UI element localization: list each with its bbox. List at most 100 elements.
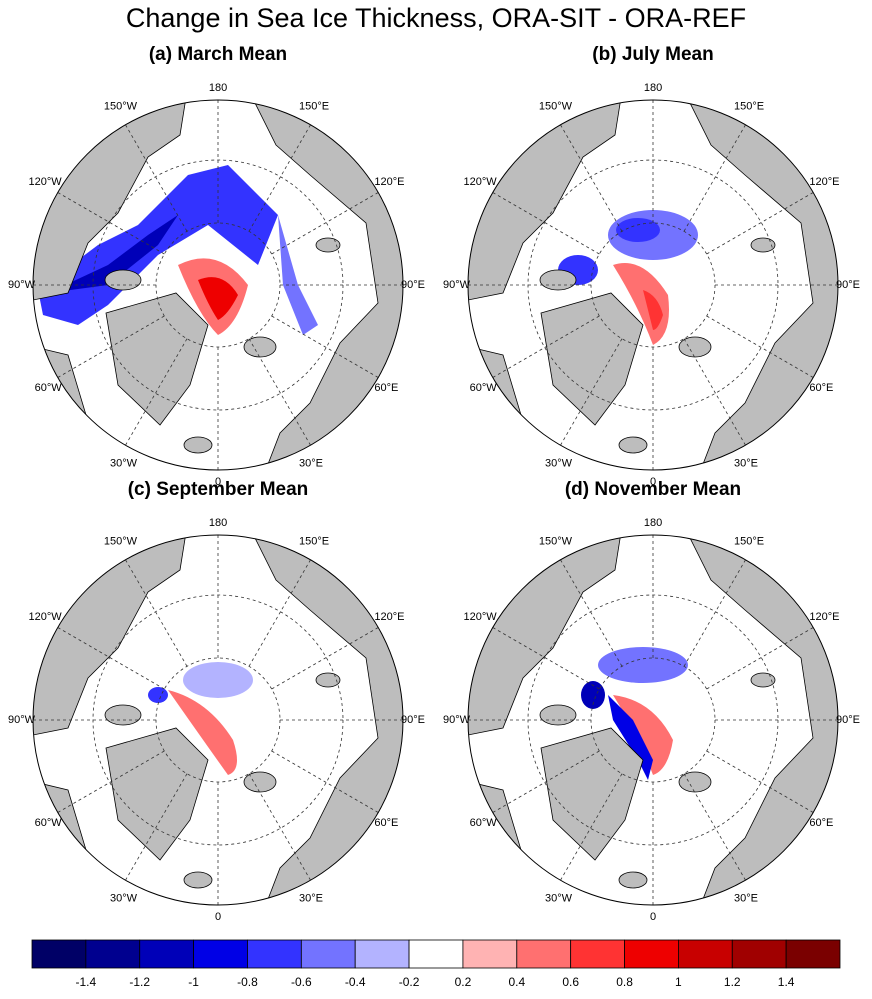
- color-box: [354, 939, 410, 969]
- meridian: [125, 338, 188, 446]
- longitude-label: 150°E: [734, 101, 764, 113]
- meridian: [248, 559, 311, 667]
- longitude-label: 180: [209, 517, 227, 529]
- meridian: [683, 338, 746, 446]
- color-box: [193, 939, 248, 969]
- longitude-label: 120°W: [463, 176, 497, 188]
- meridian: [683, 559, 746, 667]
- color-box: [85, 939, 141, 969]
- meridian: [125, 559, 188, 667]
- longitude-label: 30°W: [545, 457, 573, 469]
- longitude-label: 60°W: [35, 382, 63, 394]
- colorbar-label: -0.4: [345, 975, 366, 989]
- longitude-label: 60°W: [470, 817, 498, 829]
- longitude-label: 90°E: [836, 714, 860, 726]
- colorbar-label: 1: [675, 975, 682, 989]
- longitude-label: 180: [209, 82, 227, 94]
- colorbar-label: 0.4: [508, 975, 525, 989]
- color-box: [408, 939, 464, 969]
- colorbar-label: 0.8: [616, 975, 633, 989]
- longitude-label: 60°E: [809, 817, 833, 829]
- meridian: [125, 124, 188, 232]
- meridian: [248, 338, 311, 446]
- meridian: [248, 124, 311, 232]
- longitude-label: 60°E: [374, 817, 398, 829]
- anomaly-area: [643, 290, 663, 330]
- meridian: [492, 627, 600, 690]
- longitude-label: 150°W: [104, 536, 138, 548]
- map-panel: 180 150°E 120°E 90°E 60°E 30°E 0 30°W 60°W 90°W 12…: [443, 44, 860, 488]
- colorbar: -1.4 -1.2 -1 -0.8 -0.6 -0.4 -0.2 0.2 0.4 0.6 0.8 1 1…: [31, 939, 841, 989]
- meridian: [706, 315, 814, 378]
- meridian: [706, 750, 814, 813]
- longitude-label: 120°W: [463, 611, 497, 623]
- longitude-label: 90°E: [401, 279, 425, 291]
- color-box: [678, 939, 733, 969]
- colorbar-label: 1.4: [778, 975, 795, 989]
- meridian: [492, 750, 600, 813]
- longitude-label: 60°E: [374, 382, 398, 394]
- meridian: [271, 627, 379, 690]
- longitude-label: 150°W: [104, 101, 138, 113]
- meridian: [57, 627, 165, 690]
- longitude-label: 30°W: [110, 892, 138, 904]
- meridian: [560, 124, 623, 232]
- longitude-label: 180: [644, 517, 662, 529]
- map-panel: 180 150°E 120°E 90°E 60°E 30°E 0 30°W 60°W 90°W 12…: [8, 44, 425, 488]
- longitude-label: 30°E: [734, 892, 758, 904]
- longitude-label: 90°W: [8, 279, 36, 291]
- meridian: [492, 192, 600, 255]
- colorbar-label: -0.8: [237, 975, 258, 989]
- meridian: [683, 124, 746, 232]
- longitude-label: 60°W: [470, 382, 498, 394]
- color-box: [247, 939, 302, 969]
- longitude-label: 30°E: [299, 892, 323, 904]
- meridian: [248, 773, 311, 881]
- panel-title: (a) March Mean: [149, 44, 287, 65]
- meridian: [706, 192, 814, 255]
- colorbar-label: 0.6: [562, 975, 579, 989]
- meridian: [271, 192, 379, 255]
- meridian: [271, 315, 379, 378]
- longitude-label: 30°W: [545, 892, 573, 904]
- meridian: [57, 192, 165, 255]
- color-box: [300, 939, 356, 969]
- panel-title: (b) July Mean: [592, 44, 713, 65]
- longitude-label: 120°E: [809, 176, 839, 188]
- colorbar-label: -0.6: [291, 975, 312, 989]
- longitude-label: 150°E: [734, 536, 764, 548]
- longitude-label: 90°E: [836, 279, 860, 291]
- longitude-label: 120°E: [809, 611, 839, 623]
- longitude-label: 120°W: [28, 176, 62, 188]
- figure-title: Change in Sea Ice Thickness, ORA-SIT - O…: [126, 3, 746, 33]
- color-box: [31, 939, 87, 969]
- map-border: [467, 99, 839, 471]
- anomaly-area: [278, 215, 318, 335]
- color-box: [785, 939, 841, 969]
- longitude-label: 0: [215, 911, 221, 923]
- longitude-label: 30°E: [734, 457, 758, 469]
- longitude-label: 90°E: [401, 714, 425, 726]
- longitude-label: 150°E: [299, 101, 329, 113]
- map-panel: 180 150°E 120°E 90°E 60°E 30°E 0 30°W 60°W 90°W 12…: [8, 479, 425, 923]
- anomaly-field: [148, 662, 253, 775]
- longitude-label: 120°E: [374, 611, 404, 623]
- colorbar-label: 1.2: [724, 975, 741, 989]
- meridian: [57, 750, 165, 813]
- land-layer: [468, 535, 838, 905]
- color-box: [570, 939, 625, 969]
- color-box: [139, 939, 195, 969]
- longitude-label: 60°E: [809, 382, 833, 394]
- longitude-label: 150°E: [299, 536, 329, 548]
- meridian: [560, 773, 623, 881]
- longitude-label: 0: [650, 476, 656, 488]
- meridian: [271, 750, 379, 813]
- anomaly-area: [183, 662, 253, 698]
- anomaly-area: [148, 687, 168, 703]
- meridian: [560, 559, 623, 667]
- longitude-label: 0: [650, 911, 656, 923]
- land-layer: [33, 100, 403, 470]
- longitude-label: 180: [644, 82, 662, 94]
- anomaly-area: [616, 218, 660, 242]
- map-border: [32, 99, 404, 471]
